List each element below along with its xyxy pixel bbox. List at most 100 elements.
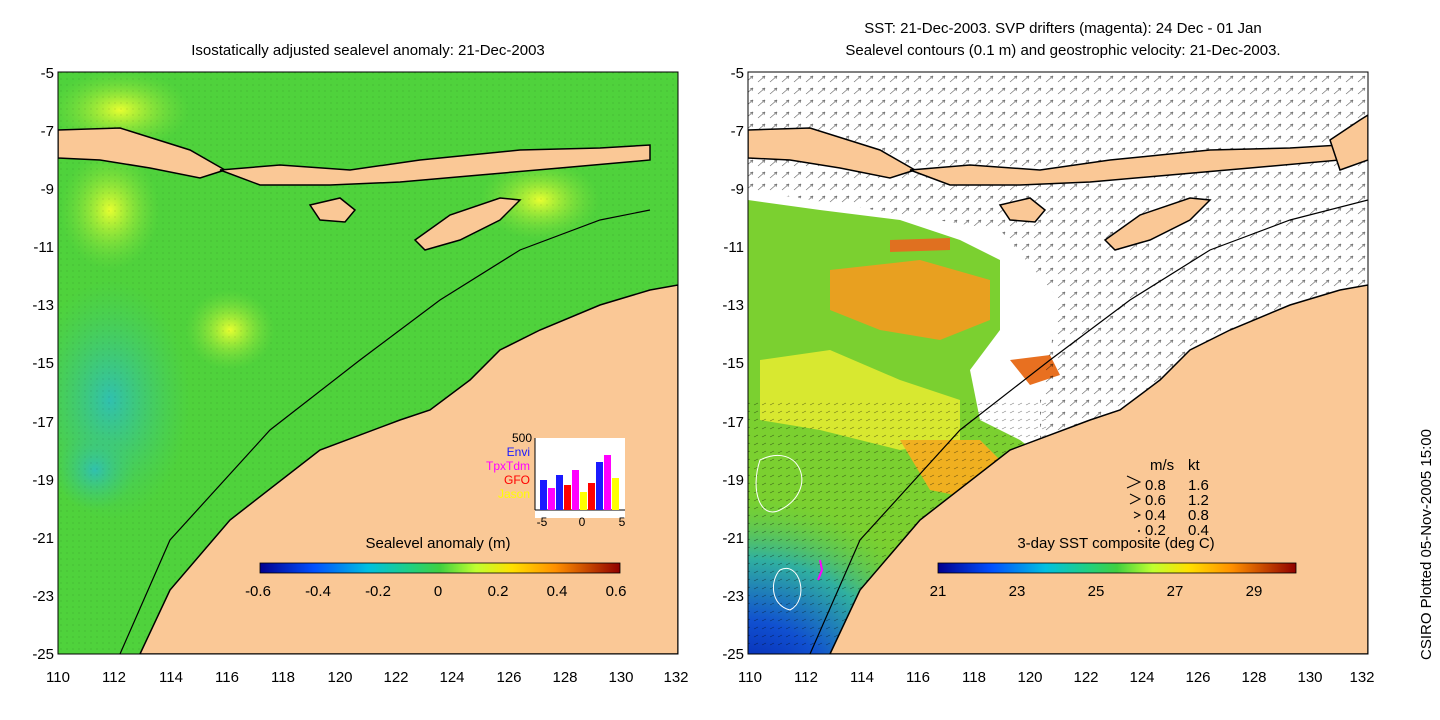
sst-tick: 27 (1167, 583, 1184, 600)
lat-tick: -15 (722, 355, 744, 372)
lon-tick: 116 (215, 669, 239, 686)
lat-tick: -11 (33, 239, 54, 256)
inset-xtick: -5 (537, 515, 548, 529)
lat-tick: -23 (32, 588, 54, 605)
lat-tick: -7 (731, 123, 744, 140)
lat-tick: -17 (722, 414, 744, 431)
lon-tick: 114 (159, 669, 183, 686)
lat-tick: -9 (731, 181, 744, 198)
lat-tick: -9 (41, 181, 54, 198)
lat-tick: -23 (722, 588, 744, 605)
lon-tick: 128 (1241, 669, 1266, 686)
sla-tick: -0.4 (305, 583, 331, 600)
sla-tick: 0.2 (488, 583, 509, 600)
sla-colorbar (259, 562, 621, 574)
right-lon-axis: 110 112 114 116 118 120 122 124 126 128 … (738, 669, 1374, 686)
sla-tick: 0.6 (606, 583, 627, 600)
sla-colorbar-ticks: -0.6 -0.4 -0.2 0 0.2 0.4 0.6 (245, 583, 626, 600)
sst-colorbar-ticks: 21 23 25 27 29 (930, 583, 1263, 600)
sst-colorbar (937, 562, 1297, 574)
left-panel-title: Isostatically adjusted sealevel anomaly:… (191, 42, 545, 59)
velocity-arrow-0.4 (1133, 511, 1142, 519)
velocity-legend-ms: 0.2 (1145, 522, 1166, 539)
lat-tick: -5 (731, 65, 744, 82)
left-lon-axis: 110 112 114 116 118 120 122 124 126 128 … (46, 669, 688, 686)
lon-tick: 110 (738, 669, 762, 686)
sla-tick: 0 (434, 583, 442, 600)
lon-tick: 120 (1017, 669, 1042, 686)
right-panel-title-line2: Sealevel contours (0.1 m) and geostrophi… (845, 42, 1281, 59)
lon-tick: 132 (1349, 669, 1374, 686)
right-panel-title-line1: SST: 21-Dec-2003. SVP drifters (magenta)… (864, 20, 1262, 37)
lat-tick: -17 (32, 414, 54, 431)
java-island-right (748, 127, 917, 179)
sumba-island (308, 197, 357, 223)
inset-legend-jason: Jason (498, 487, 530, 501)
java-island (58, 127, 227, 179)
sst-tick: 25 (1088, 583, 1105, 600)
lat-tick: -13 (722, 297, 744, 314)
velocity-arrow-0.8 (1126, 475, 1142, 489)
lon-tick: 116 (906, 669, 930, 686)
sst-tick: 29 (1246, 583, 1263, 600)
lon-tick: 128 (552, 669, 577, 686)
lat-tick: -11 (723, 239, 744, 256)
velocity-arrow-0.6 (1129, 493, 1142, 505)
lat-tick: -7 (41, 123, 54, 140)
satellite-inset: 500 Envi TpxTdm GFO Jason -5 0 5 (486, 431, 626, 529)
velocity-legend: m/s kt 0.8 1.6 0.6 1.2 0.4 0.8 0.2 0.4 (1126, 457, 1209, 539)
velocity-legend-ms-header: m/s (1150, 457, 1174, 474)
lat-tick: -25 (722, 646, 744, 663)
velocity-legend-kt-header: kt (1188, 457, 1201, 474)
sst-colorbar-label: 3-day SST composite (deg C) (1017, 535, 1214, 552)
lon-tick: 132 (663, 669, 688, 686)
velocity-legend-ms: 0.4 (1145, 507, 1166, 524)
nusa-tenggara-islands (219, 144, 651, 186)
lat-tick: -21 (722, 530, 744, 547)
lon-tick: 130 (1297, 669, 1322, 686)
sst-tick: 23 (1009, 583, 1026, 600)
lat-tick: -19 (722, 472, 744, 489)
lon-tick: 110 (46, 669, 70, 686)
sla-tick: -0.2 (365, 583, 391, 600)
velocity-legend-kt: 0.8 (1188, 507, 1209, 524)
timor-island (413, 197, 522, 251)
lon-tick: 118 (962, 669, 986, 686)
australia-landmass-right (829, 284, 1368, 654)
lon-tick: 126 (496, 669, 521, 686)
left-map (58, 72, 678, 654)
credit-text: CSIRO Plotted 05-Nov-2005 15:00 (1418, 429, 1435, 660)
australia-landmass (139, 284, 678, 654)
lon-tick: 124 (1129, 669, 1154, 686)
lat-tick: -5 (41, 65, 54, 82)
velocity-legend-kt: 1.6 (1188, 477, 1209, 494)
inset-xtick: 0 (579, 515, 586, 529)
lat-tick: -13 (32, 297, 54, 314)
velocity-legend-ms: 0.6 (1145, 492, 1166, 509)
inset-legend-tpxtdm: TpxTdm (486, 459, 530, 473)
lon-tick: 124 (439, 669, 464, 686)
lon-tick: 122 (383, 669, 408, 686)
lon-tick: 120 (327, 669, 352, 686)
right-map (748, 72, 1368, 654)
svp-drifter-track (817, 559, 824, 581)
left-lat-axis: -5 -7 -9 -11 -13 -15 -17 -19 -21 -23 -25 (32, 65, 54, 663)
lat-tick: -15 (32, 355, 54, 372)
inset-legend-envi: Envi (507, 445, 530, 459)
right-lat-axis: -5 -7 -9 -11 -13 -15 -17 -19 -21 -23 -25 (722, 65, 744, 663)
inset-legend-gfo: GFO (504, 473, 530, 487)
lon-tick: 118 (271, 669, 295, 686)
sla-tick: -0.6 (245, 583, 271, 600)
lat-tick: -21 (32, 530, 54, 547)
lon-tick: 126 (1185, 669, 1210, 686)
inset-bars (540, 455, 619, 510)
lon-tick: 130 (608, 669, 633, 686)
velocity-legend-ms: 0.8 (1145, 477, 1166, 494)
sla-colorbar-label: Sealevel anomaly (m) (365, 535, 510, 552)
velocity-legend-kt: 1.2 (1188, 492, 1209, 509)
timor-island-right (1103, 197, 1212, 251)
lat-tick: -19 (32, 472, 54, 489)
velocity-arrow-0.2 (1138, 530, 1140, 532)
lat-tick: -25 (32, 646, 54, 663)
